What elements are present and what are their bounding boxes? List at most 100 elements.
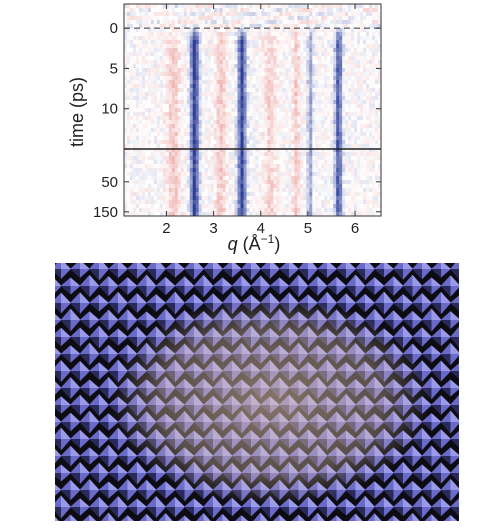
heatmap-cell (252, 20, 256, 25)
heatmap-cell (375, 36, 379, 41)
heatmap-cell (258, 16, 262, 21)
heatmap-cell (297, 180, 301, 185)
heatmap-cell (327, 4, 331, 9)
heatmap-cell (282, 168, 286, 173)
heatmap-cell (342, 188, 346, 193)
heatmap-cell (372, 104, 376, 109)
heatmap-cell (201, 148, 206, 153)
heatmap-cell (360, 48, 364, 53)
heatmap-cell (243, 108, 247, 113)
heatmap-cell (255, 96, 259, 101)
heatmap-cell (213, 72, 218, 77)
heatmap-cell (159, 60, 164, 65)
heatmap-cell (144, 92, 149, 97)
heatmap-cell (234, 84, 238, 89)
heatmap-cell (177, 32, 182, 37)
heatmap-cell (255, 116, 259, 121)
heatmap-cell (234, 24, 238, 29)
heatmap-cell (306, 100, 310, 105)
heatmap-cell (330, 160, 334, 165)
heatmap-cell (144, 4, 149, 9)
heatmap-cell (336, 176, 340, 181)
heatmap-cell (225, 68, 229, 73)
heatmap-cell (273, 100, 277, 105)
heatmap-cell (372, 88, 376, 93)
heatmap-cell (234, 116, 238, 121)
heatmap-cell (219, 136, 224, 141)
heatmap-cell (210, 56, 215, 61)
octahedron-face (270, 263, 280, 269)
heatmap-cell (252, 88, 256, 93)
heatmap-cell (135, 76, 140, 81)
heatmap-cell (357, 16, 361, 21)
heatmap-cell (357, 100, 361, 105)
heatmap-cell (153, 100, 158, 105)
heatmap-cell (324, 136, 328, 141)
heatmap-cell (135, 52, 140, 57)
heatmap-cell (288, 4, 292, 9)
heatmap-cell (318, 36, 322, 41)
heatmap-cell (267, 48, 271, 53)
heatmap-cell (124, 128, 128, 133)
heatmap-cell (342, 136, 346, 141)
heatmap-cell (267, 176, 271, 181)
heatmap-cell (276, 188, 280, 193)
heatmap-cell (255, 12, 259, 17)
heatmap-cell (165, 36, 170, 41)
heatmap-cell (285, 140, 289, 145)
heatmap-cell (213, 80, 218, 85)
heatmap-cell (351, 40, 355, 45)
heatmap-cell (213, 4, 218, 9)
heatmap-cell (348, 60, 352, 65)
heatmap-cell (273, 180, 277, 185)
heatmap-cell (333, 32, 337, 37)
heatmap-cell (324, 52, 328, 57)
heatmap-cell (246, 160, 250, 165)
heatmap-cell (375, 164, 379, 169)
heatmap-cell (246, 168, 250, 173)
heatmap-cell (294, 16, 298, 21)
heatmap-cell (147, 116, 152, 121)
heatmap-cell (124, 144, 128, 149)
heatmap-cell (240, 36, 244, 41)
heatmap-cell (195, 100, 200, 105)
heatmap-cell (249, 140, 253, 145)
heatmap-cell (171, 140, 176, 145)
heatmap-cell (273, 96, 277, 101)
heatmap-cell (285, 28, 289, 33)
heatmap-cell (219, 112, 224, 117)
heatmap-cell (132, 160, 137, 165)
octahedron-face (241, 275, 252, 286)
octahedron-face (231, 275, 242, 286)
heatmap-cell (159, 128, 164, 133)
heatmap-cell (138, 72, 143, 77)
heatmap-cell (330, 208, 334, 213)
heatmap-cell (324, 212, 328, 217)
heatmap-cell (336, 24, 340, 29)
heatmap-cell (135, 188, 140, 193)
heatmap-cell (315, 204, 319, 209)
heatmap-cell (264, 36, 268, 41)
heatmap-cell (354, 192, 358, 197)
heatmap-cell (312, 8, 316, 13)
heatmap-cell (306, 124, 310, 129)
heatmap-cell (243, 60, 247, 65)
heatmap-cell (210, 52, 215, 57)
heatmap-cell (141, 176, 146, 181)
heatmap-cell (351, 12, 355, 17)
heatmap-cell (198, 132, 203, 137)
heatmap-cell (180, 16, 185, 21)
heatmap-cell (195, 84, 200, 89)
heatmap-cell (372, 60, 376, 65)
heatmap-cell (300, 100, 304, 105)
heatmap-cell (309, 16, 313, 21)
heatmap-cell (336, 80, 340, 85)
heatmap-cell (237, 168, 241, 173)
heatmap-cell (345, 200, 349, 205)
heatmap-cell (234, 108, 238, 113)
heatmap-cell (171, 120, 176, 125)
heatmap-cell (144, 132, 149, 137)
heatmap-cell (375, 144, 379, 149)
heatmap-cell (231, 112, 235, 117)
heatmap-cell (165, 108, 170, 113)
